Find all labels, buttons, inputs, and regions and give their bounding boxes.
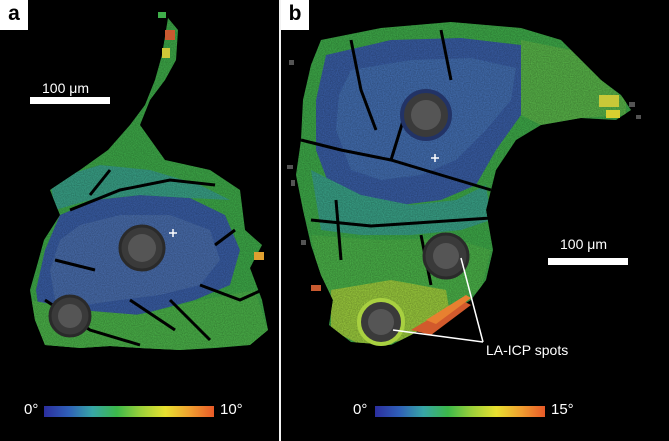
- scale-bar-b: [548, 258, 628, 265]
- colorbar-max-b: 15°: [551, 401, 574, 418]
- reference-cross-b: [431, 154, 439, 162]
- grain-boundaries-b: [300, 29, 492, 286]
- panel-b: b 100 μm LA-ICP spots 0° 15°: [281, 0, 669, 441]
- colorbar-min-a: 0°: [24, 401, 39, 418]
- panel-label-a: a: [0, 0, 28, 30]
- la-icp-spots-label: LA-ICP spots: [486, 342, 569, 358]
- scale-label-a: 100 μm: [42, 80, 89, 96]
- scale-label-b: 100 μm: [560, 236, 607, 252]
- colorbar-min-b: 0°: [353, 401, 368, 418]
- misorientation-map-b: [287, 22, 641, 346]
- reference-cross-a: [169, 229, 177, 237]
- colorbar-max-a: 10°: [220, 401, 243, 418]
- panel-a: a 100 μm 0° 10°: [0, 0, 279, 441]
- colorbar-b: [375, 406, 545, 417]
- panel-label-b: b: [281, 0, 309, 30]
- annotation-leader-lines: [392, 257, 484, 343]
- colorbar-a: [44, 406, 214, 417]
- misorientation-map-a: [30, 12, 268, 350]
- panel-divider: [279, 0, 281, 441]
- scale-bar-a: [30, 97, 110, 104]
